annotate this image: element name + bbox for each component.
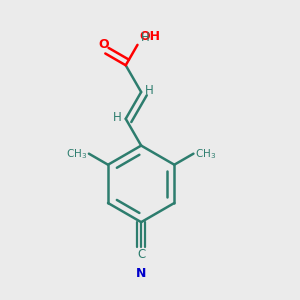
Text: H: H: [145, 84, 154, 97]
Text: H: H: [140, 31, 149, 44]
Text: O: O: [98, 38, 109, 51]
Text: OH: OH: [140, 30, 161, 44]
Text: C: C: [137, 248, 145, 261]
Text: N: N: [136, 267, 146, 280]
Text: CH$_3$: CH$_3$: [66, 147, 87, 160]
Text: H: H: [113, 111, 122, 124]
Text: CH$_3$: CH$_3$: [195, 147, 216, 160]
